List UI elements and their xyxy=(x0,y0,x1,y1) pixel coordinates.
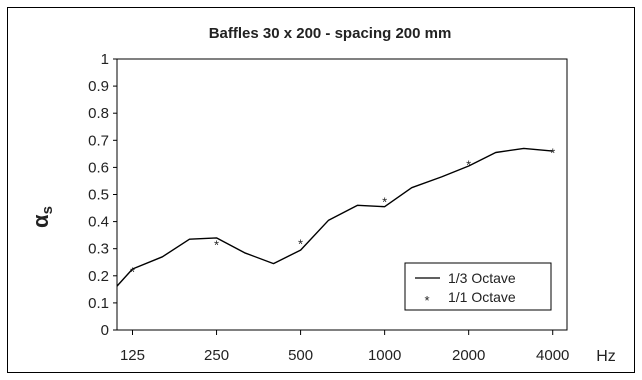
y-tick-label: 0.5 xyxy=(88,187,109,204)
legend-label-1-3-octave: 1/3 Octave xyxy=(448,270,516,286)
legend: 1/3 Octave * 1/1 Octave xyxy=(404,262,552,311)
series-marker-1-1-octave: * xyxy=(298,236,303,251)
chart-svg: Baffles 30 x 200 - spacing 200 mm 0 0.1 0.… xyxy=(28,25,616,365)
series-marker-1-1-octave: * xyxy=(214,238,219,253)
chart-title: Baffles 30 x 200 - spacing 200 mm xyxy=(209,25,452,42)
x-tick-label: 125 xyxy=(120,347,145,364)
y-axis-label: αs xyxy=(28,206,56,228)
x-tick-label: 4000 xyxy=(536,347,569,364)
legend-marker-swatch: * xyxy=(424,293,429,308)
y-tick-label: 0.4 xyxy=(88,214,109,231)
y-tick-label: 0.3 xyxy=(88,241,109,258)
y-axis: 0 0.1 0.2 0.3 0.4 0.5 0.6 0.7 0.8 0.9 1 xyxy=(88,51,117,339)
chart-frame: Baffles 30 x 200 - spacing 200 mm 0 0.1 0.… xyxy=(7,7,635,373)
y-tick-label: 0.7 xyxy=(88,132,109,149)
x-axis: 125 250 500 1000 2000 4000 xyxy=(120,330,569,364)
series-layer: * * * * * * xyxy=(116,145,555,287)
series-marker-1-1-octave: * xyxy=(550,145,555,160)
x-tick-label: 2000 xyxy=(452,347,485,364)
y-tick-label: 0.6 xyxy=(88,159,109,176)
legend-label-1-1-octave: 1/1 Octave xyxy=(448,289,516,305)
series-line-1-3-octave xyxy=(116,147,553,287)
x-tick-label: 1000 xyxy=(368,347,401,364)
series-marker-1-1-octave: * xyxy=(130,265,135,280)
y-tick-label: 0.1 xyxy=(88,295,109,312)
y-tick-label: 1 xyxy=(101,51,109,68)
y-tick-label: 0.2 xyxy=(88,268,109,285)
series-marker-1-1-octave: * xyxy=(382,194,387,209)
x-axis-label: Hz xyxy=(596,348,616,365)
y-tick-label: 0.8 xyxy=(88,105,109,122)
y-tick-label: 0 xyxy=(101,322,109,339)
x-tick-label: 250 xyxy=(204,347,229,364)
legend-box xyxy=(404,262,552,311)
y-tick-label: 0.9 xyxy=(88,78,109,95)
series-marker-1-1-octave: * xyxy=(466,158,471,173)
x-tick-label: 500 xyxy=(288,347,313,364)
